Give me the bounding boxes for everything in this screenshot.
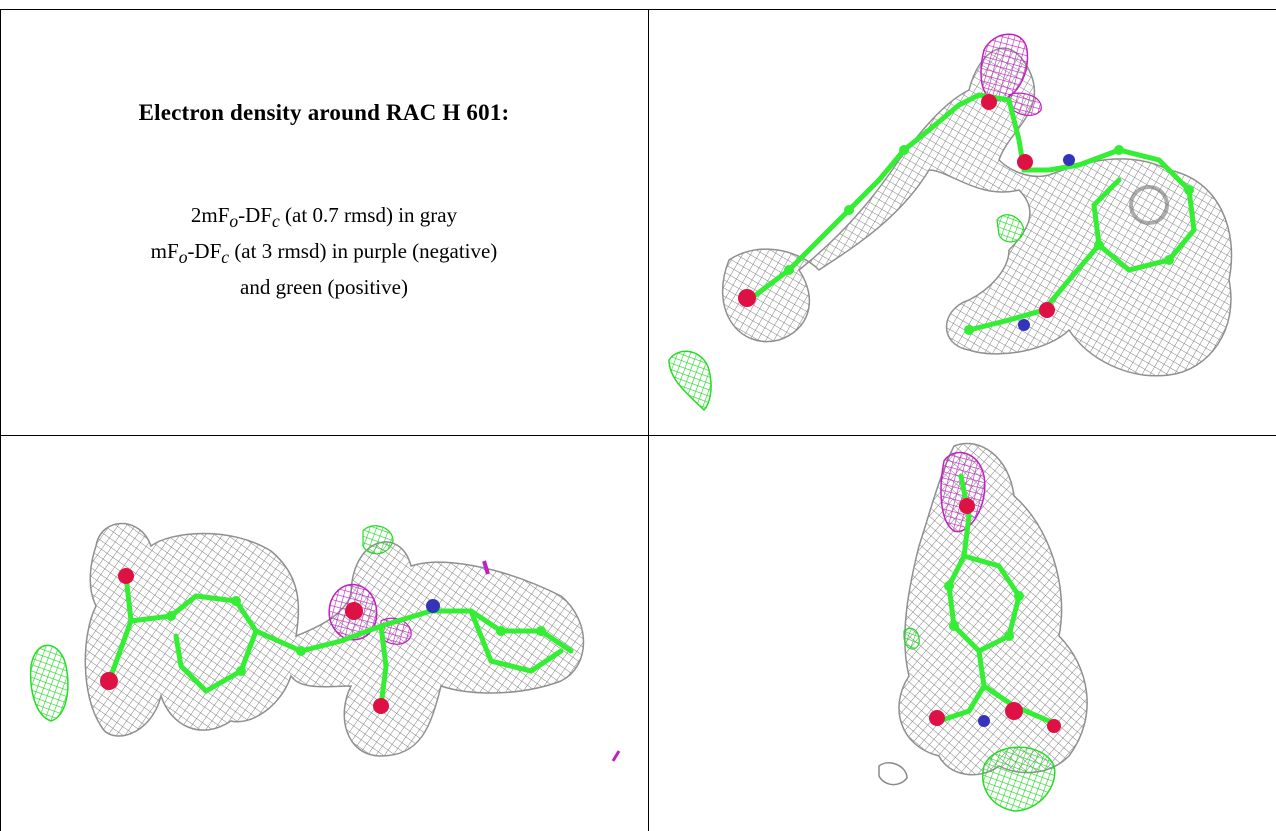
oxygen-atoms [100,568,389,714]
positive-difference-density [668,350,712,412]
density-view-3 [649,436,1276,831]
caption-title: Electron density around RAC H 601: [138,100,510,125]
positive-difference-density [29,644,69,722]
table-border-center [648,9,649,831]
negative-difference-density [980,33,1029,102]
ligand-model [108,573,574,709]
gray-density-mesh [84,522,585,757]
nitrogen-atoms [978,715,990,727]
table-border-middle [0,435,1276,436]
table-border-left [0,9,1,831]
oxygen-atoms [929,498,1061,733]
legend-line-continued: and green (positive) [240,275,408,300]
nitrogen-atoms [1018,154,1075,331]
gray-density-mesh [721,47,1233,377]
legend-line-difference: mFo-DFc (at 3 rmsd) in purple (negative) [150,239,498,268]
density-view-2 [1,436,648,831]
oxygen-atoms [738,94,1055,318]
table-border-top [0,9,1276,10]
caption-cell: Electron density around RAC H 601: 2mFo-… [0,0,648,435]
caption-legend: 2mFo-DFc (at 0.7 rmsd) in gray mFo-DFc (… [0,200,648,302]
positive-difference-density [982,746,1056,812]
legend-line-gray: 2mFo-DFc (at 0.7 rmsd) in gray [190,203,458,232]
nitrogen-atoms [426,599,440,613]
density-view-1 [649,10,1276,435]
